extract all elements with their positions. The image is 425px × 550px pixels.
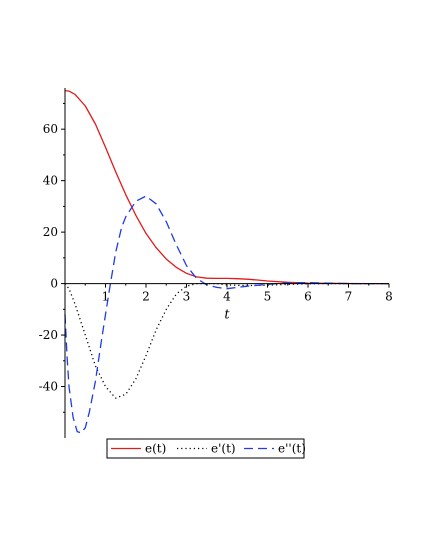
- x-tick-label: 8: [385, 290, 393, 304]
- y-ticks: 60 40 20 0 -20 -40: [39, 102, 65, 413]
- y-tick-label: 0: [50, 277, 58, 291]
- legend-label: e(t): [145, 442, 166, 456]
- legend: e(t) e'(t) e''(t): [106, 438, 306, 459]
- y-tick-label: 20: [43, 225, 58, 239]
- x-tick-label: 6: [304, 290, 312, 304]
- plot-lines: [64, 89, 389, 434]
- legend-label: e'(t): [211, 442, 236, 456]
- legend-label: e''(t): [278, 442, 306, 456]
- y-tick-label: -20: [39, 328, 58, 342]
- x-tick-label: 2: [142, 290, 150, 304]
- series-line-2: [64, 195, 389, 434]
- x-tick-label: 7: [345, 290, 353, 304]
- y-tick-label: -40: [39, 380, 58, 394]
- y-tick-label: 40: [43, 174, 58, 188]
- y-tick-label: 60: [43, 122, 58, 136]
- x-ticks: 1 2 3 4 5 6 7 8: [84, 283, 393, 304]
- x-tick-label: 1: [102, 290, 110, 304]
- series-line-0: [64, 89, 389, 285]
- x-tick-label: 3: [183, 290, 191, 304]
- x-axis-title: t: [224, 308, 230, 323]
- x-tick-label: 5: [264, 290, 272, 304]
- x-tick-label: 4: [223, 290, 231, 304]
- legend-box: [106, 438, 305, 459]
